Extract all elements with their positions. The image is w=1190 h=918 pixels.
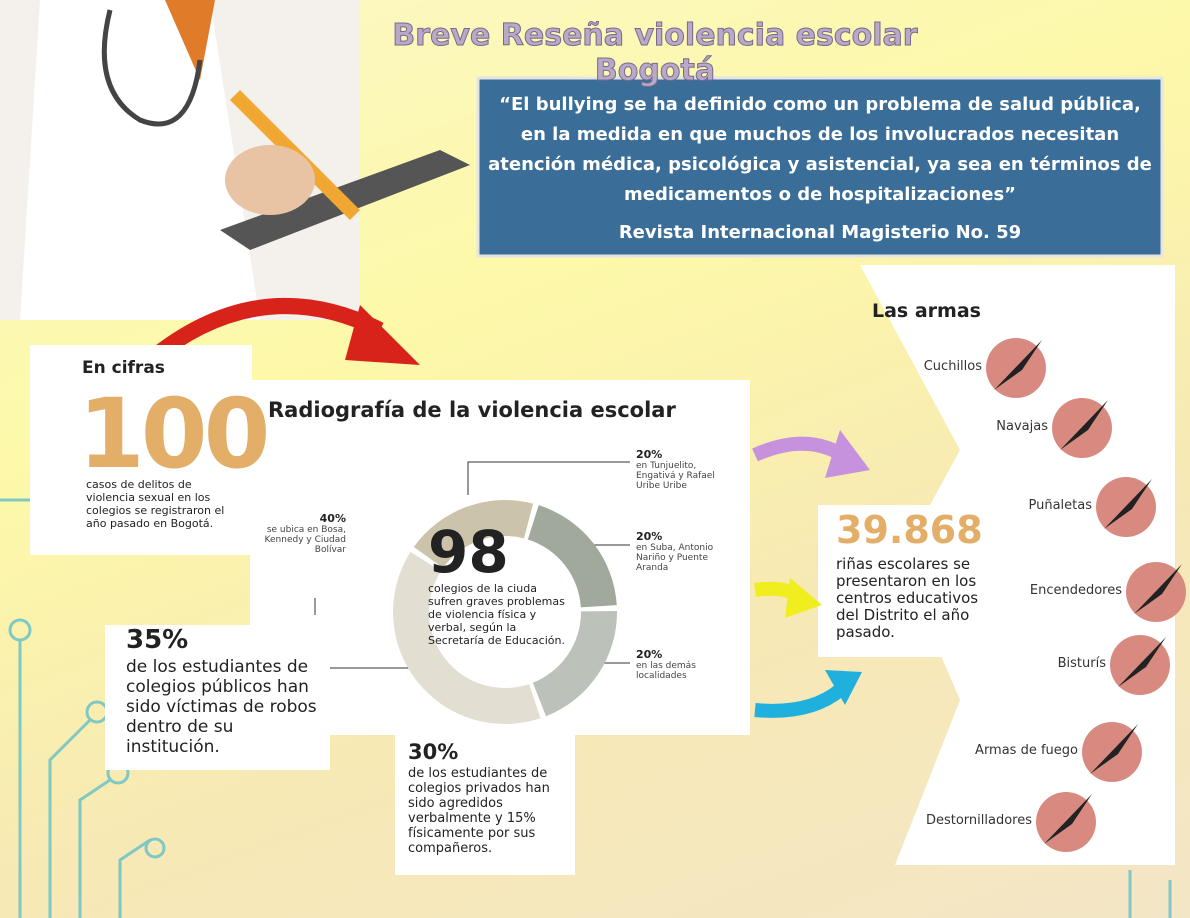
weapon-label: Destornilladores [806, 813, 1032, 828]
heading: En cifras [82, 358, 165, 378]
segment-text: se ubica en Bosa, Kennedy y Ciudad Bolív… [258, 525, 346, 555]
text: casos de delitos de violencia sexual en … [86, 478, 236, 530]
segment-text: en Tunjuelito, Engativá y Rafael Uribe U… [636, 461, 724, 491]
arrow [755, 690, 840, 711]
weapon-label: Bisturís [880, 656, 1106, 671]
weapon-label: Navajas [822, 419, 1048, 434]
text: de los estudiantes de colegios privados … [408, 766, 573, 856]
big-number: 35% [126, 625, 188, 655]
weapon-label: Encendedores [896, 583, 1122, 598]
segment-percent: 40% [258, 512, 346, 525]
infographic: Breve Reseña violencia escolar Bogotá “E… [0, 0, 1190, 918]
heading: Radiografía de la violencia escolar [268, 398, 676, 422]
quote: “El bullying se ha definido como un prob… [488, 90, 1152, 210]
text: colegios de la ciuda sufren graves probl… [428, 582, 568, 647]
big-number: 39.868 [836, 508, 983, 552]
hand [225, 145, 315, 215]
text: de los estudiantes de colegios públicos … [126, 657, 331, 757]
segment-percent: 20% [636, 448, 724, 461]
text: riñas escolares se presentaron en los ce… [836, 556, 1001, 641]
weapon-label: Cuchillos [756, 359, 982, 374]
arrow-head [785, 578, 822, 618]
segment-text: en Suba, Antonio Nariño y Puente Aranda [636, 543, 724, 573]
big-number: 98 [428, 518, 509, 586]
big-number: 30% [408, 740, 458, 764]
segment-percent: 20% [636, 648, 724, 661]
heading: Las armas [872, 300, 981, 322]
segment-text: en las demás localidades [636, 661, 724, 681]
weapon-label: Armas de fuego [852, 743, 1078, 758]
quote-source: Revista Internacional Magisterio No. 59 [488, 222, 1152, 243]
segment-percent: 20% [636, 530, 724, 543]
title: Breve Reseña violencia escolar Bogotá [330, 18, 980, 88]
weapon-label: Puñaletas [866, 498, 1092, 513]
big-number: 100 [78, 378, 266, 490]
